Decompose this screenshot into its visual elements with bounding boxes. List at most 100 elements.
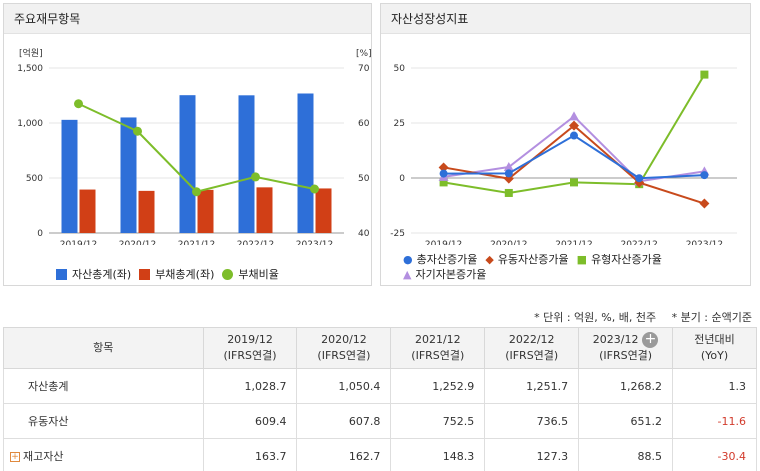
x-tick-label: 2022/12 (237, 240, 274, 245)
y-right-tick-label: 60 (358, 119, 370, 129)
header-yoy: 전년대비 (YoY) (672, 327, 757, 369)
y-left-tick-label: 1,500 (17, 64, 43, 74)
x-tick-label: 2023/12 (686, 240, 723, 245)
row-label-text: 재고자산 (23, 450, 64, 463)
row-label-text: 유동자산 (28, 415, 69, 428)
legend-item: ■ 유형자산증가율 (577, 252, 662, 267)
header-period: 2022/12 (IFRS연결) (484, 327, 580, 369)
legend-item: ● 총자산증가율 (403, 252, 477, 267)
x-tick-label: 2020/12 (490, 240, 527, 245)
y-left-unit-label: [억원] (19, 47, 43, 59)
x-tick-label: 2022/12 (621, 240, 658, 245)
bar (179, 95, 196, 233)
financial-items-chart: [억원] [%] 0 500 1,000 1,500 40 50 60 70 2019/12 2020… (17, 47, 372, 245)
table-cell: 752.5 (390, 403, 486, 439)
line-point (310, 184, 319, 194)
header-period: 2019/12 (IFRS연결) (202, 327, 298, 369)
line-point (438, 162, 449, 173)
square-marker-icon: ■ (576, 253, 588, 266)
header-period: 2021/12 (IFRS연결) (390, 327, 486, 369)
line-point (504, 169, 513, 178)
quarter-note: * 분기 : 순액기준 (671, 311, 752, 324)
y-left-tick-label: 500 (26, 174, 43, 184)
bar (138, 190, 155, 233)
financial-items-panel: 주요재무항목 [억원] [%] 0 500 1,000 1,500 40 50 60 70 2019… (3, 3, 372, 286)
expand-columns-icon[interactable]: + (642, 332, 659, 348)
table-cell: 651.2 (578, 403, 674, 439)
unit-note: * 단위 : 억원, %, 배, 천주 (534, 311, 657, 324)
asset-growth-legend: ● 총자산증가율 ◆ 유동자산증가율 ■ 유형자산증가율 ▲ 자기자본증가율 (403, 252, 748, 282)
legend-item: 부채총계(좌) (139, 266, 214, 282)
line-point (251, 172, 260, 182)
x-tick-label: 2020/12 (119, 240, 156, 245)
table-cell: 88.5 (578, 438, 674, 471)
line-point (439, 178, 448, 187)
expand-row-icon[interactable]: + (10, 452, 20, 462)
row-label: 자산총계 (3, 368, 204, 404)
x-tick-label: 2021/12 (555, 240, 592, 245)
y-right-unit-label: [%] (356, 49, 372, 59)
x-tick-label: 2023/12 (296, 240, 333, 245)
line-point (569, 111, 579, 121)
legend-item: ▲ 자기자본증가율 (403, 267, 486, 282)
table-cell: 162.7 (296, 438, 392, 471)
y-tick-label: 0 (399, 174, 405, 184)
circle-marker-icon: ● (403, 253, 413, 266)
triangle-marker-icon: ▲ (403, 268, 412, 281)
line-point (699, 198, 710, 209)
table-cell: 1,028.7 (202, 368, 298, 404)
y-tick-label: 50 (394, 64, 406, 74)
panel-title-financial-items: 주요재무항목 (4, 4, 371, 34)
table-cell: 127.3 (484, 438, 580, 471)
line-point (569, 120, 579, 131)
y-tick-label: 25 (394, 119, 405, 129)
yoy-cell: -11.6 (672, 403, 757, 439)
bar (238, 95, 255, 233)
line-point (635, 174, 644, 183)
line-point (439, 169, 448, 178)
bar (197, 189, 214, 233)
bar (297, 93, 314, 233)
line-point (74, 99, 83, 109)
bar (61, 119, 78, 233)
bar (120, 117, 137, 233)
legend-label: 유동자산증가율 (497, 253, 569, 266)
table-cell: 148.3 (390, 438, 486, 471)
line-point (570, 131, 578, 140)
line-point (700, 171, 709, 180)
debt-ratio-line (78, 102, 315, 193)
y-right-tick-label: 40 (358, 229, 370, 239)
table-cell: 1,252.9 (390, 368, 486, 404)
financial-table: 항목 2019/12 (IFRS연결) 2020/12 (IFRS연결) 2021/… (3, 327, 757, 471)
table-cell: 1,050.4 (296, 368, 392, 404)
line-point (504, 188, 513, 197)
x-tick-label: 2019/12 (425, 240, 462, 245)
yoy-cell: -30.4 (672, 438, 757, 471)
y-tick-label: -25 (390, 229, 405, 239)
table-cell: 1,268.2 (578, 368, 674, 404)
x-tick-label: 2021/12 (178, 240, 215, 245)
legend-swatch (139, 268, 151, 280)
table-row: + 재고자산 163.7 162.7 148.3 127.3 88.5 -30.4 (3, 438, 757, 471)
yoy-cell: 1.3 (672, 368, 757, 404)
header-period: 2023/12 + (IFRS연결) (578, 327, 674, 369)
legend-label: 자산총계(좌) (72, 268, 132, 281)
y-left-tick-label: 1,000 (17, 119, 43, 129)
legend-item: 자산총계(좌) (56, 266, 131, 282)
financial-items-legend: 자산총계(좌) 부채총계(좌) 부채비율 (56, 266, 287, 283)
table-cell: 1,251.7 (484, 368, 580, 404)
table-row: 자산총계 1,028.7 1,050.4 1,252.9 1,251.7 1,268.2 1… (3, 368, 757, 404)
diamond-marker-icon: ◆ (485, 253, 494, 266)
y-right-tick-label: 50 (358, 174, 370, 184)
bar (79, 189, 96, 233)
legend-item: 부채비율 (222, 266, 279, 282)
table-header-row: 항목 2019/12 (IFRS연결) 2020/12 (IFRS연결) 2021/… (3, 327, 757, 369)
row-label[interactable]: + 재고자산 (3, 438, 204, 471)
table-cell: 736.5 (484, 403, 580, 439)
table-notes: * 단위 : 억원, %, 배, 천주 * 분기 : 순액기준 (534, 309, 752, 325)
header-item: 항목 (3, 327, 204, 369)
legend-swatch (56, 268, 67, 280)
y-right-tick-label: 70 (358, 64, 370, 74)
header-period: 2020/12 (IFRS연결) (296, 327, 392, 369)
line-point (700, 70, 709, 79)
